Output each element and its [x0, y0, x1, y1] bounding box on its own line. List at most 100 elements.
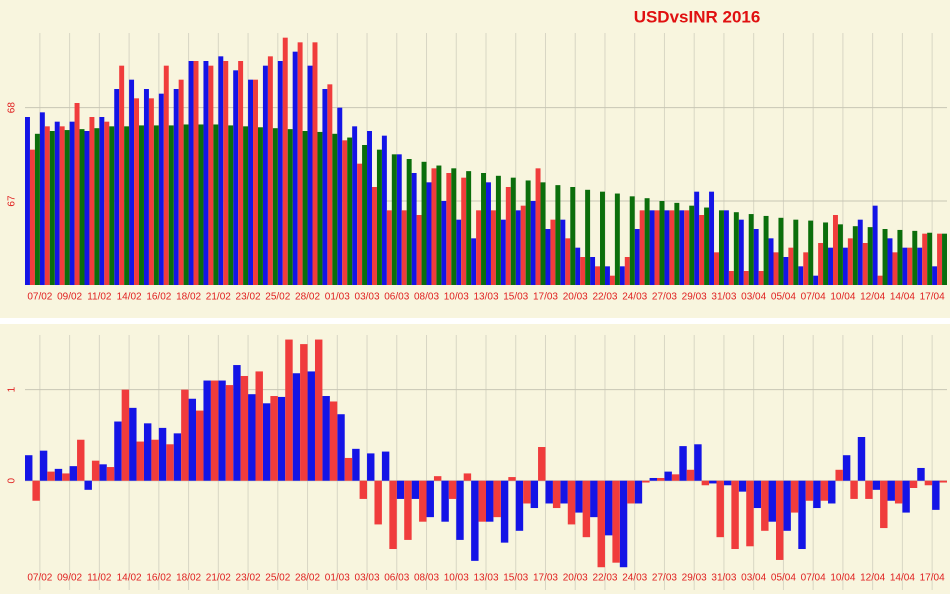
separator	[0, 318, 950, 324]
bar	[352, 126, 358, 285]
x-tick-label: 07/04	[801, 573, 826, 584]
bar	[664, 210, 670, 285]
bar	[29, 149, 35, 285]
bar	[431, 168, 437, 285]
x-tick-label: 14/04	[890, 573, 915, 584]
x-tick-label: 18/02	[176, 573, 201, 584]
bar	[129, 407, 137, 481]
bar	[347, 137, 353, 285]
bar	[709, 480, 717, 484]
bar	[292, 51, 298, 285]
bar	[357, 163, 363, 285]
x-tick-label: 14/04	[890, 292, 915, 303]
bar	[657, 477, 665, 481]
bar	[748, 214, 754, 285]
bar	[143, 423, 152, 481]
bar	[106, 467, 115, 481]
bar	[381, 451, 390, 481]
bar	[151, 439, 159, 481]
bar	[570, 187, 576, 285]
bar	[714, 252, 719, 285]
x-tick-label: 13/03	[473, 573, 498, 584]
bar	[619, 266, 625, 285]
x-tick-label: 21/02	[206, 292, 231, 303]
bar	[897, 229, 903, 285]
bar	[228, 125, 234, 286]
bar	[768, 238, 774, 285]
bar	[218, 56, 224, 286]
bar	[64, 130, 70, 285]
x-tick-label: 07/02	[27, 573, 52, 584]
bar	[909, 480, 918, 488]
bar	[69, 466, 78, 481]
x-tick-label: 15/03	[503, 573, 528, 584]
bar	[44, 126, 50, 285]
x-tick-label: 01/03	[325, 573, 350, 584]
bar	[790, 480, 799, 513]
bar	[753, 229, 759, 285]
bar	[798, 266, 804, 285]
bar	[535, 168, 541, 285]
x-tick-label: 17/03	[533, 573, 558, 584]
bar	[550, 219, 556, 285]
bar	[590, 257, 596, 285]
bar	[114, 421, 122, 481]
x-tick-label: 17/03	[533, 292, 558, 303]
bar	[314, 339, 323, 481]
bar	[731, 480, 739, 550]
bar	[649, 210, 655, 285]
bar	[505, 187, 511, 285]
bar	[32, 480, 40, 501]
bar	[416, 215, 422, 285]
bar	[240, 375, 249, 481]
bar	[307, 371, 315, 481]
bar	[461, 177, 467, 285]
bar	[758, 271, 764, 285]
bar	[818, 243, 824, 285]
x-tick-label: 27/03	[652, 573, 677, 584]
bar	[654, 210, 660, 285]
bar	[763, 215, 769, 285]
bar	[411, 480, 420, 499]
x-tick-label: 10/04	[830, 292, 855, 303]
bar	[545, 480, 553, 504]
bar	[832, 215, 838, 285]
bar	[614, 193, 620, 285]
bar	[604, 266, 610, 285]
x-tick-label: 03/03	[355, 292, 380, 303]
bar	[391, 154, 397, 285]
bar	[329, 401, 338, 481]
bar	[104, 121, 110, 286]
x-tick-label: 20/03	[563, 292, 588, 303]
bar	[486, 480, 494, 522]
bar	[743, 271, 749, 285]
bar	[530, 480, 539, 509]
bar	[837, 224, 843, 285]
x-tick-label: 14/02	[117, 292, 142, 303]
bar	[932, 266, 938, 285]
bar	[694, 191, 700, 285]
bar	[649, 477, 658, 481]
bar	[627, 480, 635, 504]
bar	[798, 480, 806, 550]
bar	[277, 61, 283, 285]
bar	[684, 210, 690, 285]
bar	[94, 128, 100, 285]
bar	[139, 125, 144, 286]
x-tick-label: 09/02	[57, 573, 82, 584]
bar	[674, 202, 680, 285]
bar	[932, 480, 940, 510]
bar	[486, 182, 491, 285]
x-tick-label: 03/04	[741, 292, 766, 303]
bar	[823, 222, 829, 285]
bar	[857, 219, 863, 285]
bar	[401, 210, 407, 285]
x-tick-label: 10/04	[830, 573, 855, 584]
bar	[835, 469, 843, 481]
x-tick-label: 12/04	[860, 292, 885, 303]
bar	[520, 205, 526, 285]
bar	[709, 191, 715, 285]
bar	[421, 161, 427, 285]
bar	[158, 93, 164, 286]
